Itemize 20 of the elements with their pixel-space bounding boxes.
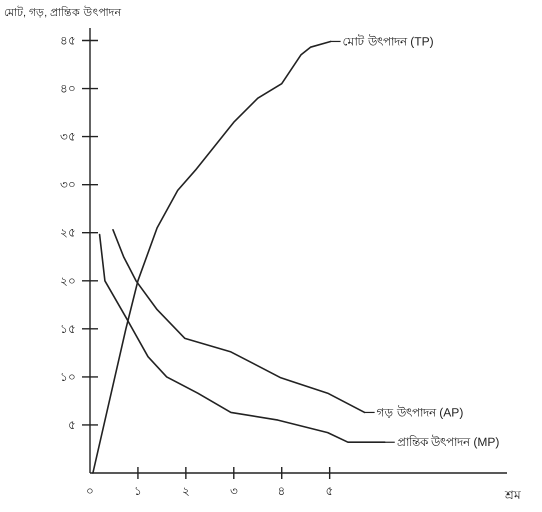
y-tick-label: ৩০ bbox=[60, 178, 76, 192]
x-tick-label: ৪ bbox=[278, 484, 286, 498]
y-tick-label: ৩৫ bbox=[60, 130, 76, 144]
y-tick-label: ৫ bbox=[68, 418, 76, 432]
y-tick-label: ১৫ bbox=[60, 322, 76, 336]
x-tick-label: ২ bbox=[182, 484, 190, 498]
y-tick-label: ৪০ bbox=[60, 82, 76, 96]
x-axis-title: শ্রম bbox=[504, 488, 521, 502]
x-tick-label: ৫ bbox=[326, 484, 334, 498]
legend-label: মোট উৎপাদন (TP) bbox=[342, 34, 434, 48]
x-tick-label: ৩ bbox=[230, 484, 238, 498]
y-axis-title: মোট, গড়, প্রান্তিক উৎপাদন bbox=[4, 6, 122, 19]
legend-label: প্রান্তিক উৎপাদন (MP) bbox=[396, 435, 500, 450]
x-tick-label: ১ bbox=[134, 484, 142, 498]
legend-label: গড় উৎপাদন (AP) bbox=[376, 405, 464, 420]
y-tick-label: ১০ bbox=[60, 370, 76, 384]
y-tick-label: ৪৫ bbox=[60, 33, 76, 48]
y-tick-label: ২৫ bbox=[60, 226, 76, 240]
y-tick-label: ২০ bbox=[60, 274, 76, 288]
x-tick-label: ০ bbox=[86, 484, 94, 498]
